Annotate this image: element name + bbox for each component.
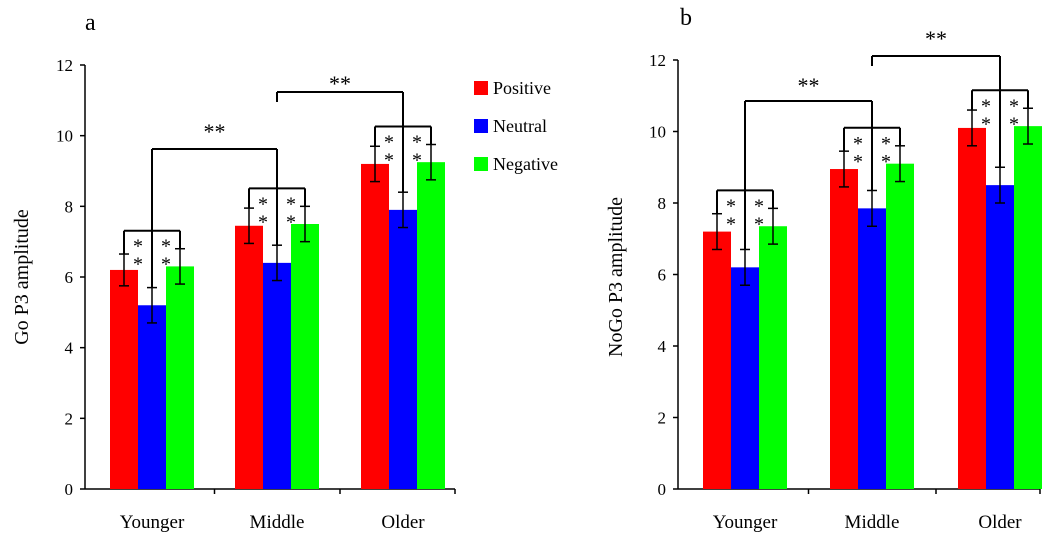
- significance-marker: *: [981, 95, 991, 117]
- significance-marker: *: [161, 236, 171, 258]
- between-group-significance-label: **: [329, 71, 351, 96]
- significance-marker: *: [754, 213, 764, 235]
- bar-negative: [166, 266, 194, 489]
- significance-marker: *: [726, 213, 736, 235]
- y-tick-label: 4: [65, 339, 74, 358]
- y-tick-label: 8: [658, 194, 667, 213]
- significance-marker: *: [161, 254, 171, 276]
- bar-positive: [703, 231, 731, 489]
- panel-b-chart: b 0 2 4 6 8 10 12 Younger Middle Older NoGo P3 ampl…: [605, 5, 1042, 533]
- bar-negative: [886, 163, 914, 490]
- between-group-significance-label: **: [798, 73, 820, 98]
- significance-marker: *: [258, 193, 268, 215]
- bar-negative: [417, 162, 445, 489]
- significance-marker: *: [384, 132, 394, 154]
- bar-positive: [830, 169, 858, 489]
- panel-letter: a: [85, 10, 96, 36]
- y-tick-label: 0: [658, 480, 667, 499]
- legend-swatch-negative: [474, 157, 488, 171]
- between-group-significance-label: **: [204, 119, 226, 144]
- x-category-label: Middle: [845, 512, 900, 533]
- significance-marker: *: [286, 211, 296, 233]
- x-category-label: Younger: [713, 512, 778, 533]
- significance-marker: *: [258, 211, 268, 233]
- y-tick-label: 6: [658, 266, 667, 285]
- x-category-label: Older: [978, 512, 1022, 533]
- x-category-label: Older: [381, 512, 425, 533]
- y-axis-title: NoGo P3 amplitude: [605, 197, 627, 357]
- bar-negative: [291, 224, 319, 489]
- bar-neutral: [731, 267, 759, 489]
- y-tick-label: 6: [65, 268, 74, 287]
- bar-positive: [958, 127, 986, 490]
- legend-label-negative: Negative: [493, 154, 558, 174]
- y-tick-label: 2: [658, 409, 667, 428]
- bar-neutral: [986, 185, 1014, 489]
- significance-marker: *: [881, 133, 891, 155]
- y-tick-label: 12: [649, 51, 666, 70]
- significance-marker: *: [133, 236, 143, 258]
- bar-neutral: [389, 209, 417, 489]
- significance-marker: *: [726, 195, 736, 217]
- bar-neutral: [263, 262, 291, 489]
- significance-marker: *: [412, 150, 422, 172]
- x-category-label: Younger: [120, 512, 185, 533]
- significance-marker: *: [412, 132, 422, 154]
- y-tick-label: 10: [56, 127, 73, 146]
- x-category-label: Middle: [250, 512, 305, 533]
- y-tick-label: 4: [658, 337, 667, 356]
- panel-a-chart: a 0 2 4 6 8 10 12 Younger Middle Older Go P3 amplit…: [11, 10, 456, 533]
- between-group-significance-label: **: [925, 26, 947, 51]
- y-tick-label: 10: [649, 123, 666, 142]
- legend-label-neutral: Neutral: [493, 116, 547, 136]
- significance-marker: *: [1009, 113, 1019, 135]
- legend-label-positive: Positive: [493, 78, 551, 98]
- y-axis-title: Go P3 amplitude: [11, 209, 33, 345]
- bar-positive: [235, 225, 263, 489]
- significance-marker: *: [1009, 95, 1019, 117]
- significance-marker: *: [133, 254, 143, 276]
- legend-swatch-neutral: [474, 119, 488, 133]
- panel-letter: b: [680, 5, 692, 31]
- bar-positive: [110, 269, 138, 489]
- legend: Positive Neutral Negative: [474, 78, 558, 174]
- bar-neutral: [138, 305, 166, 489]
- significance-marker: *: [286, 193, 296, 215]
- significance-marker: *: [853, 133, 863, 155]
- y-tick-label: 2: [65, 409, 74, 428]
- y-tick-label: 12: [56, 56, 73, 75]
- bar-negative: [759, 226, 787, 490]
- significance-marker: *: [881, 151, 891, 173]
- bar-negative: [1014, 126, 1042, 489]
- y-tick-label: 8: [65, 197, 74, 216]
- significance-marker: *: [754, 195, 764, 217]
- bar-positive: [361, 163, 389, 489]
- significance-marker: *: [853, 151, 863, 173]
- legend-swatch-positive: [474, 81, 488, 95]
- significance-marker: *: [384, 150, 394, 172]
- bar-neutral: [858, 208, 886, 490]
- y-tick-label: 0: [65, 480, 74, 499]
- significance-marker: *: [981, 113, 991, 135]
